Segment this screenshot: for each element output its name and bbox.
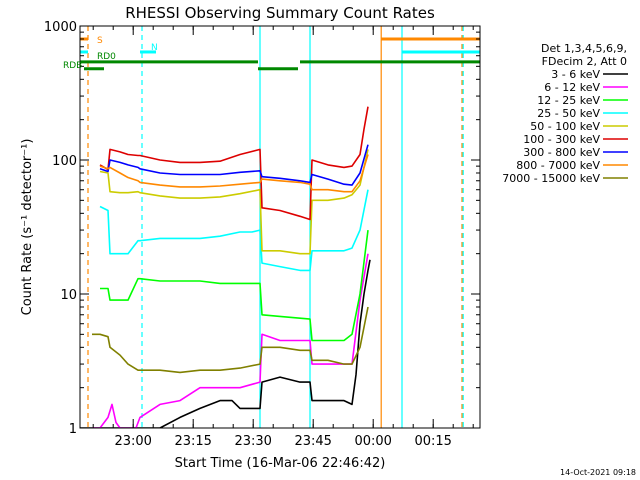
state-label-rd0: RD0 <box>97 52 116 62</box>
legend-entry: 50 - 100 keV <box>530 120 600 133</box>
series-line <box>99 154 369 193</box>
legend-entry: 12 - 25 keV <box>537 94 600 107</box>
x-tick-label: 00:15 <box>414 434 451 449</box>
series-line <box>80 259 371 428</box>
x-tick-label: 00:00 <box>354 434 391 449</box>
series-line <box>92 253 369 428</box>
state-label-n: N <box>151 43 158 53</box>
state-label-rdb: RDB <box>63 61 82 71</box>
footer-timestamp: 14-Oct-2021 09:18 <box>560 468 636 477</box>
series-line <box>99 106 369 221</box>
plot-content <box>80 26 480 428</box>
plot-frame <box>79 25 481 429</box>
y-axis-label: Count Rate (s⁻¹ detector⁻¹) <box>20 139 35 316</box>
legend-entry: 300 - 800 keV <box>523 146 600 159</box>
y-tick-label: 10 <box>60 288 77 303</box>
x-tick-label: 23:45 <box>294 434 331 449</box>
series-line <box>100 230 369 342</box>
series-line <box>99 144 369 186</box>
series-line <box>99 189 369 272</box>
legend-entry: 100 - 300 keV <box>523 133 600 146</box>
legend-entry: 800 - 7000 keV <box>516 159 600 172</box>
y-tick-label: 100 <box>52 154 77 169</box>
legend-entry: 25 - 50 keV <box>537 107 600 120</box>
legend-entry: 3 - 6 keV <box>551 68 600 81</box>
state-label-s: S <box>97 36 103 46</box>
x-tick-label: 23:15 <box>174 434 211 449</box>
legend-entry: 6 - 12 keV <box>544 81 600 94</box>
legend-header: FDecim 2, Att 0 <box>542 55 627 68</box>
x-axis-label: Start Time (16-Mar-06 22:46:42) <box>175 456 386 471</box>
legend-entry: 7000 - 15000 keV <box>502 172 600 185</box>
series-line <box>92 306 369 374</box>
series-line <box>99 149 369 255</box>
x-tick-label: 23:00 <box>114 434 151 449</box>
y-tick-label: 1000 <box>44 20 77 35</box>
y-tick-label: 1 <box>69 422 77 437</box>
x-tick-label: 23:30 <box>234 434 271 449</box>
legend: Det 1,3,4,5,6,9,FDecim 2, Att 03 - 6 keV… <box>502 42 628 185</box>
legend-header: Det 1,3,4,5,6,9, <box>541 42 627 55</box>
chart-title: RHESSI Observing Summary Count Rates <box>125 4 435 22</box>
axes-ticks: 1 10 100 1000 23:00 23:15 23:30 23:45 00:00 00:15 <box>44 20 480 449</box>
